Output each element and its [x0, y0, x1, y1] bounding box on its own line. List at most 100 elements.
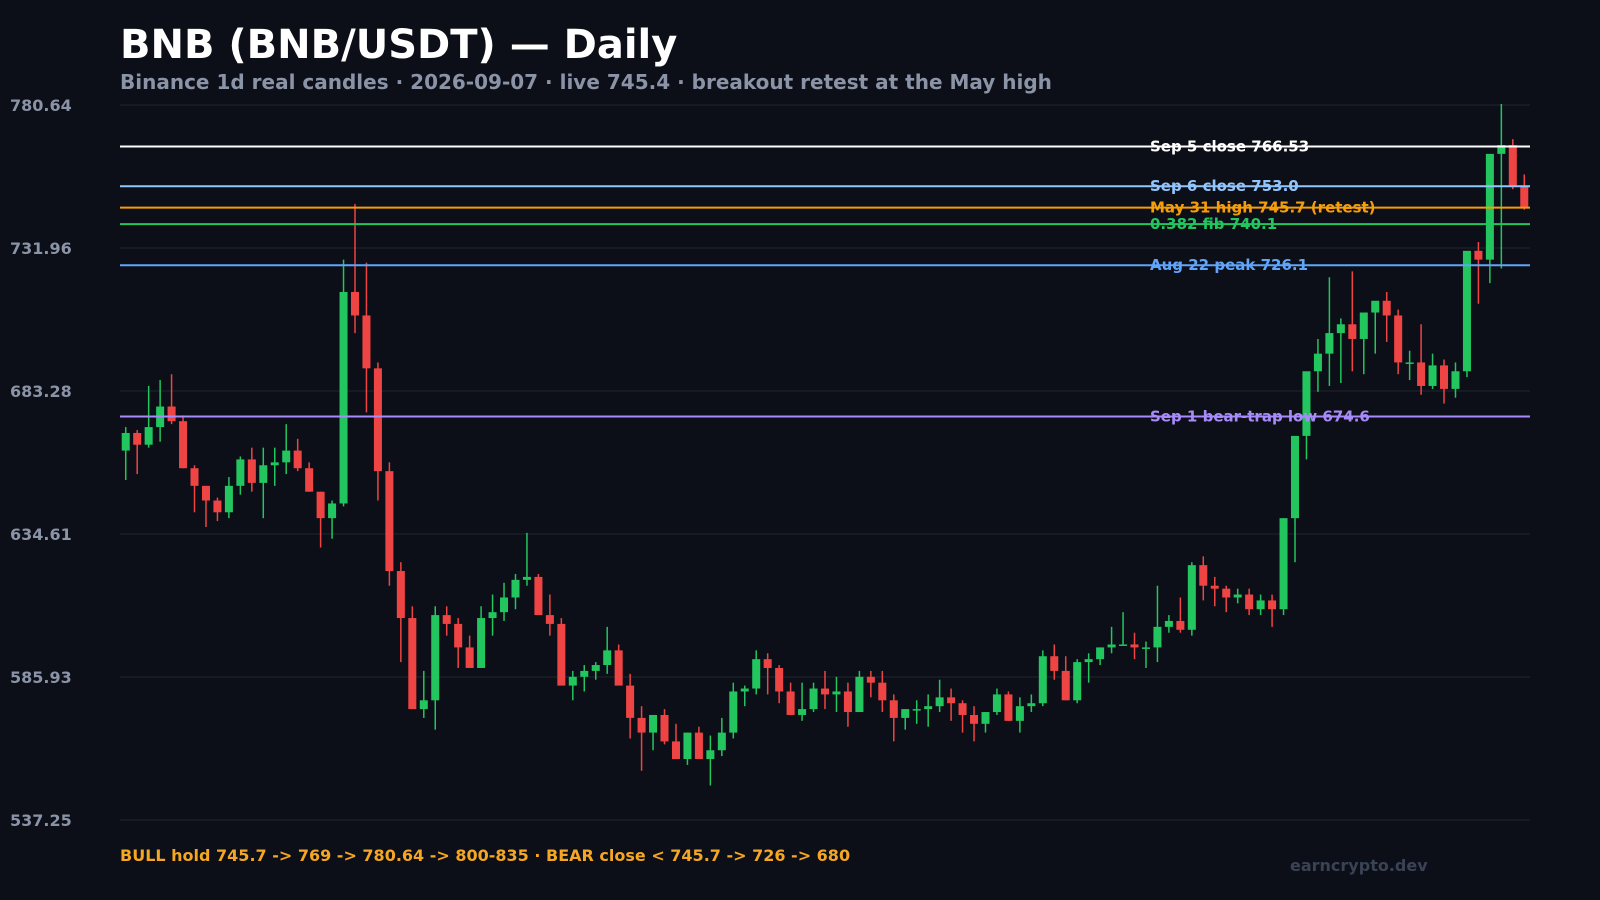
chart-title: BNB (BNB/USDT) — Daily — [120, 22, 678, 68]
candle — [660, 709, 669, 745]
candle — [1462, 250, 1471, 378]
candle — [1084, 653, 1093, 683]
candle — [591, 662, 600, 680]
candle — [683, 732, 692, 765]
candle — [1325, 277, 1334, 386]
candle — [855, 670, 864, 713]
candle-body — [1520, 186, 1529, 209]
candle-body — [293, 450, 302, 469]
candle-body — [1199, 565, 1208, 586]
candle-body — [958, 703, 967, 715]
candle-body — [1210, 585, 1219, 589]
candle — [786, 682, 795, 715]
candle — [545, 594, 554, 636]
candle — [293, 438, 302, 472]
candle — [740, 685, 749, 707]
candle — [557, 618, 566, 686]
candle-body — [1233, 594, 1242, 598]
candle-body — [1084, 659, 1093, 663]
candle — [901, 709, 910, 730]
candle-body — [419, 700, 428, 710]
candle-body — [1394, 315, 1403, 363]
candle — [992, 688, 1001, 715]
candle — [1210, 576, 1219, 607]
candle-body — [717, 732, 726, 751]
candle — [408, 606, 417, 710]
candle — [1141, 641, 1150, 668]
candle — [1520, 174, 1529, 210]
candle — [568, 670, 577, 701]
candle — [878, 670, 887, 713]
candle — [1394, 309, 1403, 375]
candle — [820, 670, 830, 710]
candle — [1176, 597, 1185, 633]
candle-body — [992, 694, 1001, 713]
candle — [614, 644, 623, 686]
candle-body — [442, 615, 451, 624]
level-label: 0.382 fib 740.1 — [1150, 215, 1277, 233]
candle — [935, 679, 944, 713]
candle-body — [1336, 324, 1345, 334]
candle — [1428, 353, 1437, 389]
candle — [626, 673, 635, 739]
candle — [970, 706, 979, 742]
candle — [270, 447, 279, 486]
candle — [1245, 588, 1254, 616]
candle-body — [763, 659, 772, 668]
candle-body — [1348, 324, 1357, 339]
candle — [1233, 588, 1242, 604]
chart-subtitle: Binance 1d real candles · 2026-09-07 · l… — [120, 70, 1052, 94]
candle-body — [626, 685, 635, 718]
candle-body — [1038, 656, 1047, 704]
candle-body — [889, 700, 898, 718]
y-tick-label: 731.96 — [10, 239, 72, 258]
candle — [373, 362, 382, 501]
candle — [1417, 324, 1426, 395]
candle-body — [706, 750, 715, 760]
candle-body — [362, 315, 371, 369]
candle-body — [1222, 588, 1231, 598]
candle — [362, 262, 371, 413]
candle-body — [1440, 365, 1449, 389]
candle-body — [385, 471, 394, 572]
candle-body — [786, 691, 795, 715]
candle-body — [1405, 362, 1414, 364]
candle-body — [396, 571, 405, 619]
candle-body — [1359, 312, 1368, 339]
candle-body — [878, 682, 887, 701]
candle-body — [133, 432, 142, 445]
candle-body — [1268, 600, 1277, 610]
candle — [1107, 626, 1116, 654]
candle — [706, 735, 715, 786]
candle-body — [694, 732, 703, 760]
candle-body — [1245, 594, 1254, 610]
candle — [1050, 644, 1059, 680]
candle — [1508, 139, 1517, 190]
candle-body — [981, 712, 990, 724]
candle-body — [843, 691, 852, 713]
candle-body — [1027, 703, 1036, 707]
candle-body — [179, 421, 188, 469]
candle-body — [1417, 362, 1426, 386]
candle-body — [282, 450, 291, 463]
candle — [1153, 585, 1162, 663]
level-label: Aug 22 peak 726.1 — [1150, 256, 1308, 274]
candle-body — [1497, 145, 1506, 154]
candle — [717, 717, 726, 757]
candle-body — [190, 468, 199, 486]
candle — [981, 712, 990, 733]
candle — [396, 562, 405, 663]
candle — [477, 606, 486, 668]
candle — [580, 665, 589, 692]
candle-body — [1176, 620, 1185, 630]
candle — [156, 380, 165, 442]
candle-body — [247, 459, 256, 483]
candle-body — [912, 709, 921, 711]
candle-body — [855, 676, 864, 713]
candle — [866, 670, 875, 698]
candle-body — [1130, 644, 1139, 648]
level-lines: Sep 5 close 766.53 Sep 6 close 753.0 May 3… — [120, 137, 1530, 426]
candle — [947, 688, 956, 721]
candle — [1256, 594, 1265, 616]
